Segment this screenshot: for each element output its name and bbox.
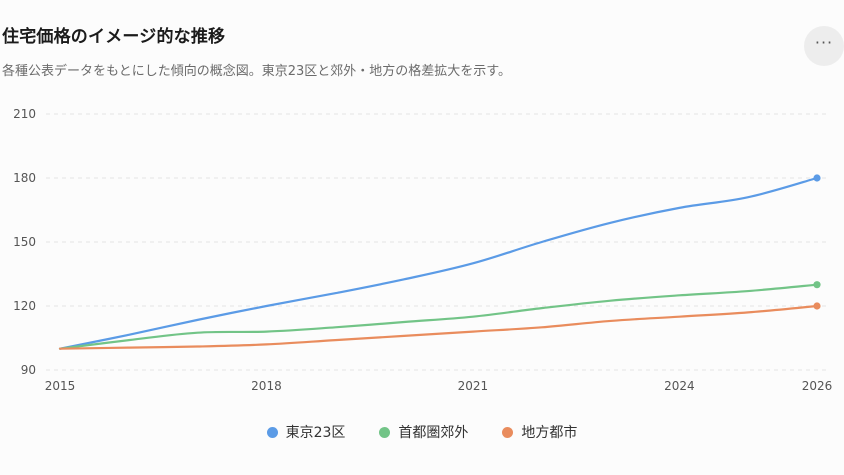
x-tick-label: 2018: [251, 379, 282, 393]
grid-lines: [46, 113, 830, 371]
legend-label: 首都圏郊外: [398, 425, 469, 441]
x-tick-label: 2015: [45, 379, 76, 393]
series-end-point[interactable]: [813, 174, 821, 182]
y-tick-label: 210: [13, 107, 36, 121]
series-lines: [58, 176, 819, 350]
legend-dot-icon: [502, 426, 514, 438]
x-axis-ticks: 2015 2018 2021 2024 2026: [45, 379, 833, 393]
y-tick-label: 90: [21, 363, 36, 377]
series-line[interactable]: [58, 283, 819, 350]
y-tick-label: 120: [13, 299, 36, 313]
x-tick-label: 2024: [664, 379, 695, 393]
y-tick-label: 180: [13, 171, 36, 185]
series-end-point[interactable]: [813, 302, 821, 310]
y-axis-ticks: 90 120 150 180 210: [13, 107, 36, 377]
x-tick-label: 2026: [802, 379, 833, 393]
y-tick-label: 150: [13, 235, 36, 249]
chart-legend: 東京23区 首都圏郊外 地方都市: [0, 422, 844, 442]
chart-subtitle: 各種公表データをもとにした傾向の概念図。東京23区と郊外・地方の格差拡大を示す。: [2, 64, 511, 79]
legend-dot-icon: [266, 426, 278, 438]
series-line[interactable]: [58, 176, 819, 350]
series-line[interactable]: [58, 304, 819, 350]
legend-item[interactable]: 東京23区: [266, 422, 346, 442]
legend-label: 東京23区: [285, 425, 346, 441]
more-options-button[interactable]: ···: [804, 26, 844, 66]
legend-item[interactable]: 首都圏郊外: [379, 422, 468, 442]
more-horizontal-icon: ···: [814, 33, 834, 52]
legend-item[interactable]: 地方都市: [502, 422, 577, 442]
x-tick-label: 2021: [458, 379, 489, 393]
chart-title: 住宅価格のイメージ的な推移: [2, 27, 226, 47]
legend-label: 地方都市: [521, 425, 578, 441]
series-end-points: [813, 174, 821, 310]
legend-dot-icon: [379, 426, 391, 438]
line-chart: 90 120 150 180 210 2015 2018 2021 2024 2026: [13, 107, 833, 393]
series-end-point[interactable]: [813, 281, 821, 289]
